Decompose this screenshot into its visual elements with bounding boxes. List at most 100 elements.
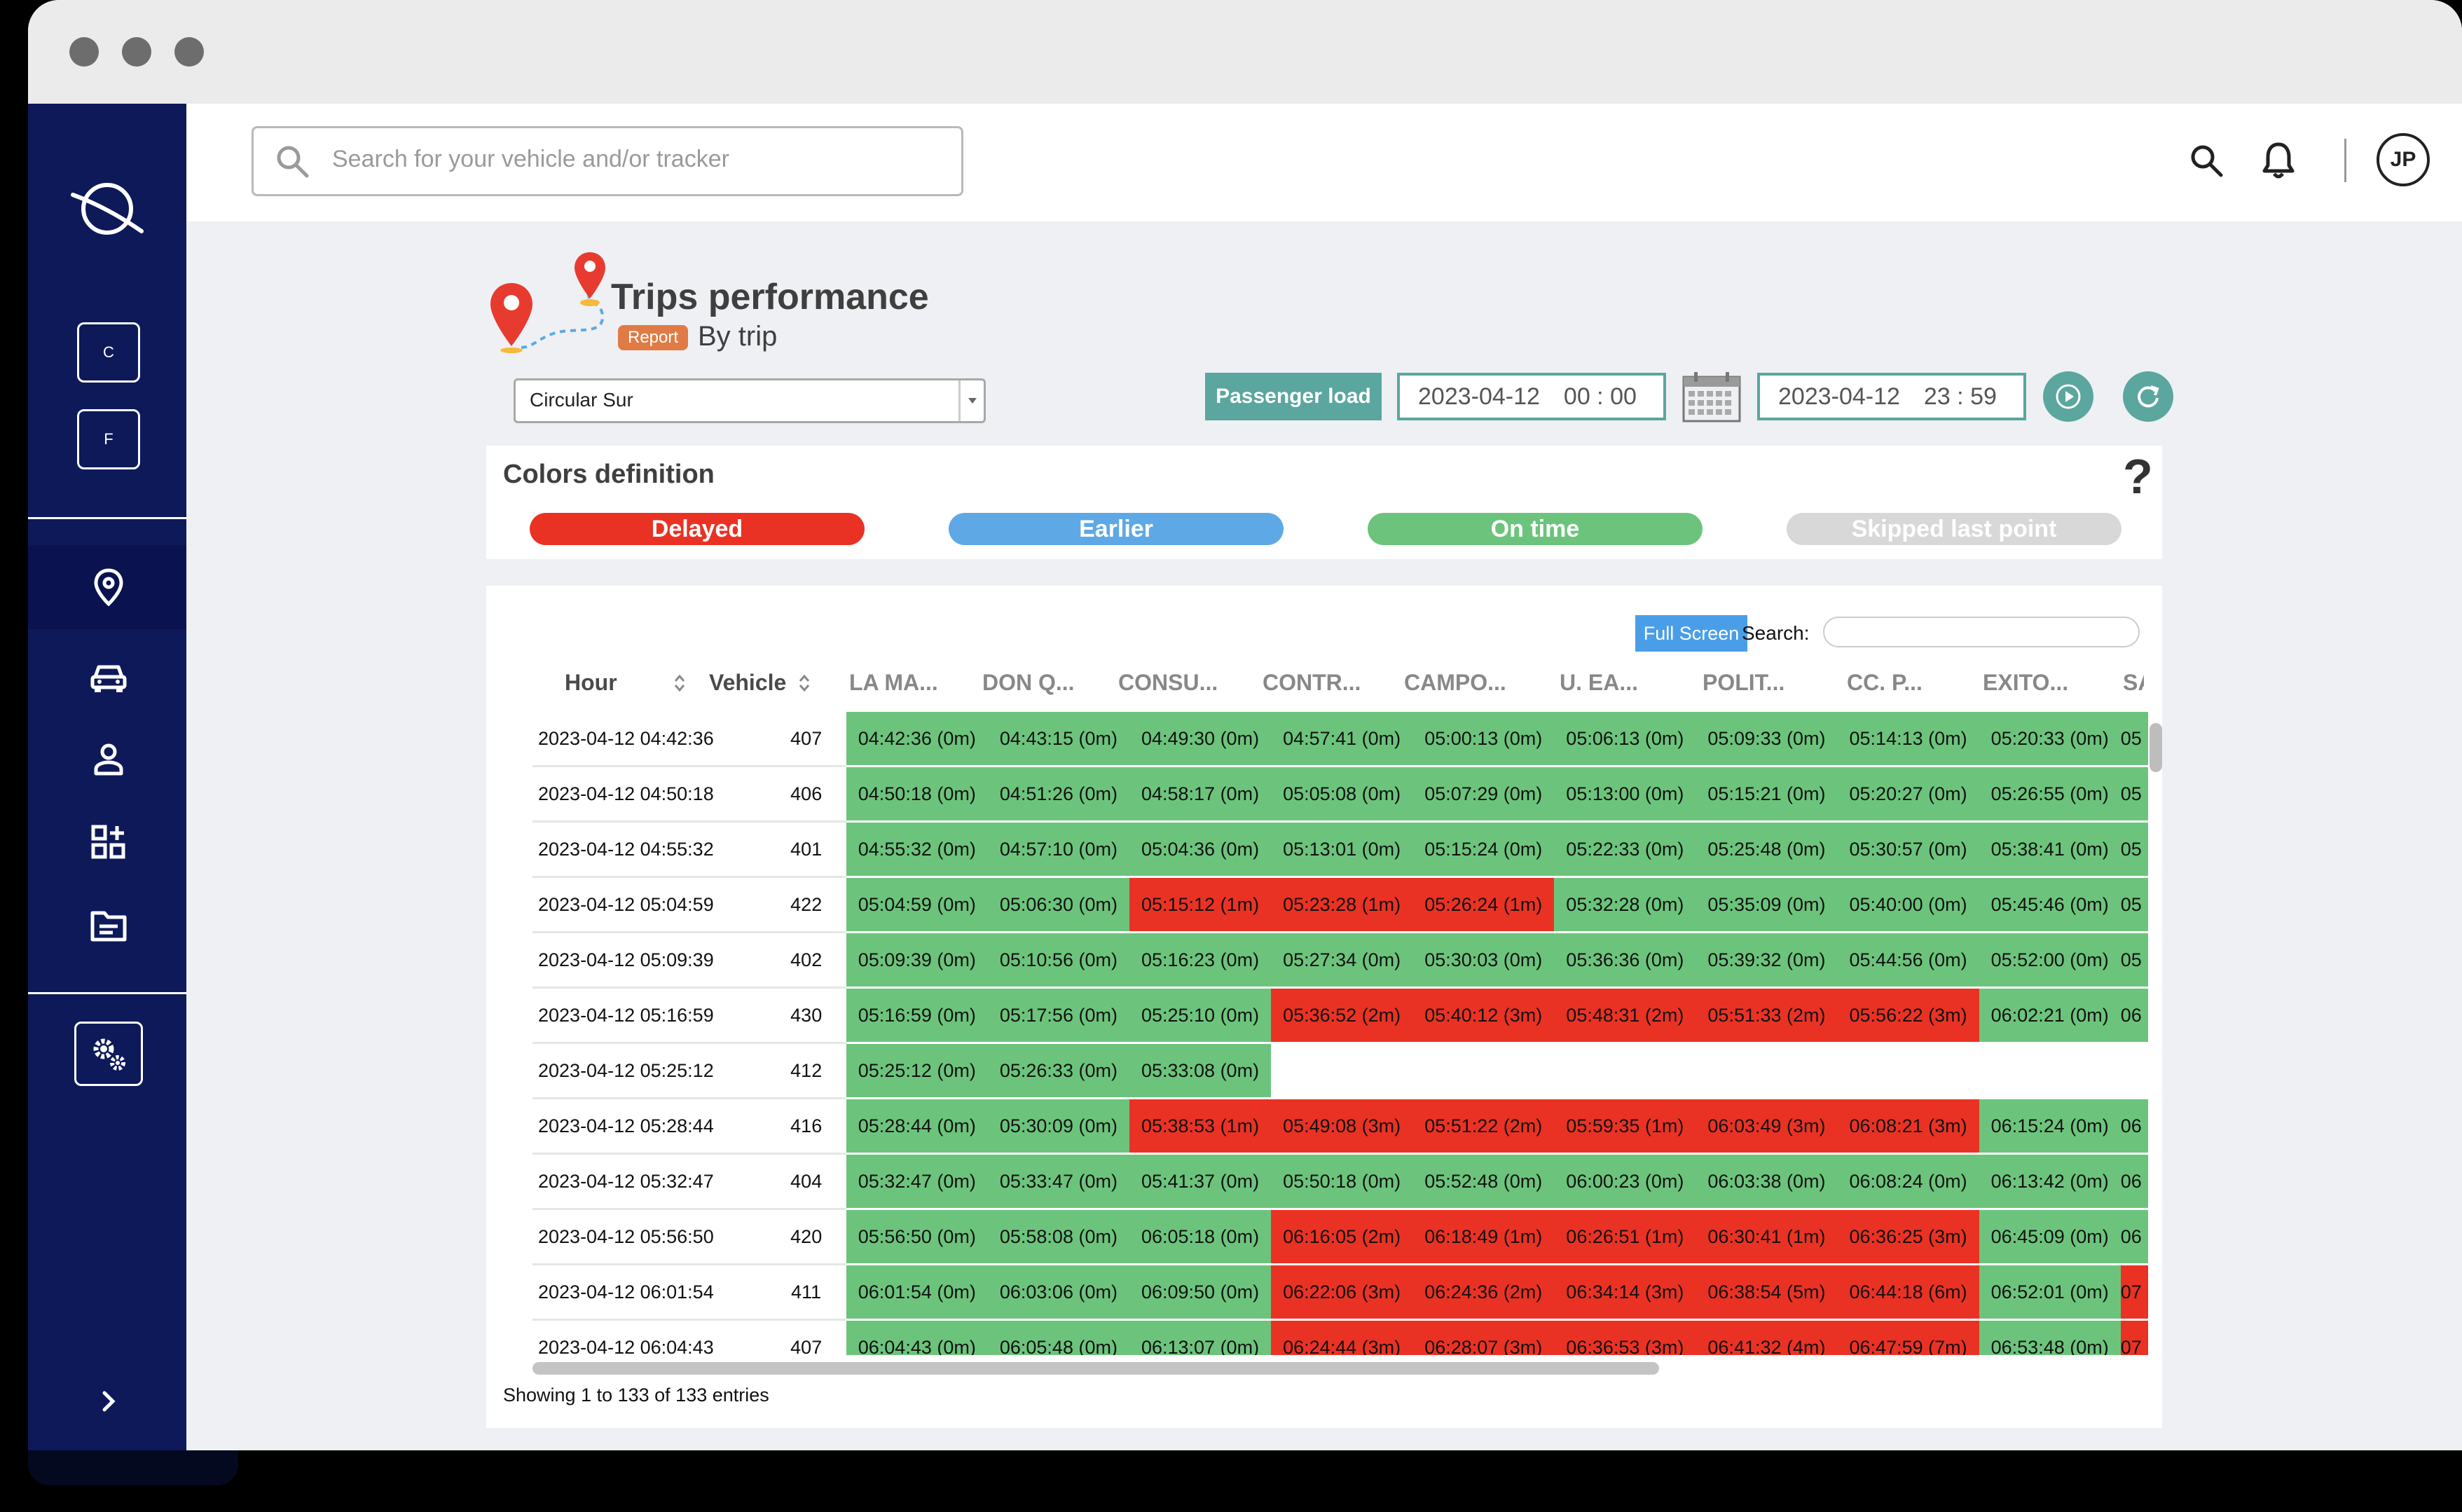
cell-stop-time: 05:17:56 (0m) (987, 987, 1129, 1044)
cell-stop-time: 05:09:39 (0m) (846, 932, 988, 989)
full-screen-button[interactable]: Full Screen (1635, 615, 1747, 652)
cell-stop-time: 05:00:13 (0m) (1412, 712, 1555, 767)
cell-stop-time: 05:51:33 (2m) (1696, 987, 1838, 1044)
cell-stop-time: 06:08:21 (3m) (1837, 1098, 1979, 1155)
help-icon[interactable]: ? (2123, 449, 2153, 504)
cell-stop-time: 06 (2120, 1098, 2148, 1155)
date-to-input[interactable]: 2023-04-12 23 : 59 (1757, 373, 2026, 420)
trips-table-viewport: 2023-04-12 04:42:36 407 04:42:36 (0m) 04:43… (532, 712, 2148, 1355)
date-from-input[interactable]: 2023-04-12 00 : 00 (1397, 373, 1666, 420)
cell-stop-time: 05:25:12 (0m) (846, 1043, 988, 1099)
planet-logo-icon[interactable] (69, 167, 146, 244)
column-header-vehicle[interactable]: Vehicle (709, 670, 787, 695)
column-header-stop-7[interactable]: POLIT... (1703, 670, 1785, 695)
column-header-stop-1[interactable]: LA MA... (849, 670, 938, 695)
cell-hour: 2023-04-12 05:25:12 (532, 1043, 766, 1099)
cell-stop-time: 06:38:54 (5m) (1696, 1264, 1838, 1321)
cell-stop-time: 06:30:41 (1m) (1696, 1209, 1838, 1265)
select-divider (958, 380, 961, 421)
column-header-stop-4[interactable]: CONTR... (1263, 670, 1361, 695)
vertical-scrollbar[interactable] (2150, 723, 2162, 772)
cell-stop-time: 06:13:07 (0m) (1129, 1319, 1272, 1355)
cell-hour: 2023-04-12 05:28:44 (532, 1098, 766, 1155)
cell-stop-time: 05:39:32 (0m) (1696, 932, 1838, 989)
cell-stop-time: 06:04:43 (0m) (846, 1319, 988, 1355)
calendar-icon[interactable] (1682, 370, 1742, 423)
column-header-stop-9[interactable]: EXITO... (1983, 670, 2069, 695)
topbar-divider (2344, 139, 2346, 182)
horizontal-scrollbar[interactable] (532, 1362, 1659, 1375)
column-header-hour[interactable]: Hour (565, 670, 617, 695)
cell-stop-time: 05:40:12 (3m) (1412, 987, 1555, 1044)
cell-stop-time: 06:03:49 (3m) (1696, 1098, 1838, 1155)
sidebar-button-c[interactable]: C (77, 322, 140, 383)
cell-hour: 2023-04-12 06:04:43 (532, 1319, 766, 1355)
cell-vehicle: 401 (766, 821, 846, 878)
search-icon (277, 146, 309, 178)
cell-stop-time: 05:50:18 (0m) (1271, 1153, 1413, 1210)
cell-stop-time: 06:26:51 (1m) (1554, 1209, 1696, 1265)
sort-icon[interactable] (673, 673, 687, 694)
window-close-button[interactable] (69, 37, 99, 67)
table-search-input[interactable] (1823, 617, 2140, 647)
cell-stop-time: 05:36:52 (2m) (1271, 987, 1413, 1044)
table-row: 2023-04-12 06:04:43 407 06:04:43 (0m) 06:05… (532, 1319, 2148, 1355)
cell-stop-time: 06:34:14 (3m) (1554, 1264, 1696, 1321)
report-badge: Report (618, 325, 689, 350)
cell-vehicle: 420 (766, 1209, 846, 1265)
cell-stop-time: 06:52:01 (0m) (1979, 1264, 2121, 1321)
cell-stop-time: 06 (2120, 1153, 2148, 1210)
sidebar-item-map[interactable] (28, 545, 186, 629)
search-icon[interactable] (2189, 143, 2225, 179)
cell-vehicle: 407 (766, 712, 846, 767)
expand-sidebar-chevron-icon[interactable] (95, 1387, 123, 1415)
vehicle-search-input[interactable] (331, 145, 936, 174)
refresh-button[interactable] (2123, 371, 2173, 422)
cell-stop-time: 05:41:37 (0m) (1129, 1153, 1272, 1210)
cell-stop-time: 05:20:27 (0m) (1837, 766, 1979, 823)
sidebar-button-f[interactable]: F (77, 409, 140, 469)
column-header-stop-5[interactable]: CAMPO... (1404, 670, 1506, 695)
column-header-stop-6[interactable]: U. EA... (1560, 670, 1639, 695)
cell-stop-time: 06:05:48 (0m) (987, 1319, 1129, 1355)
bell-icon[interactable] (2261, 140, 2296, 181)
table-row: 2023-04-12 06:01:54 411 06:01:54 (0m) 06:03… (532, 1264, 2148, 1321)
cell-stop-time: 06:15:24 (0m) (1979, 1098, 2121, 1155)
cell-stop-time: 05:45:46 (0m) (1979, 877, 2121, 933)
colors-definition-title: Colors definition (503, 460, 715, 489)
cell-hour: 2023-04-12 05:04:59 (532, 877, 766, 933)
cell-stop-time: 05:49:08 (3m) (1271, 1098, 1413, 1155)
settings-gears-button[interactable] (74, 1022, 143, 1086)
table-row: 2023-04-12 04:50:18 406 04:50:18 (0m) 04:51… (532, 766, 2148, 823)
cell-stop-time: 06 (2120, 1209, 2148, 1265)
cell-stop-time: 05:40:00 (0m) (1837, 877, 1979, 933)
cell-stop-time: 05:30:03 (0m) (1412, 932, 1555, 989)
cell-stop-time: 05:06:13 (0m) (1554, 712, 1696, 767)
car-icon[interactable] (88, 657, 130, 699)
column-header-stop-2[interactable]: DON Q... (982, 670, 1075, 695)
column-header-stop-3[interactable]: CONSU... (1118, 670, 1218, 695)
user-avatar[interactable]: JP (2377, 133, 2430, 186)
document-icon[interactable] (88, 905, 130, 947)
person-icon[interactable] (88, 738, 130, 781)
passenger-load-button[interactable]: Passenger load (1205, 373, 1382, 420)
cell-stop-time: 05:15:21 (0m) (1696, 766, 1838, 823)
cell-stop-time: 05:05:08 (0m) (1271, 766, 1413, 823)
cell-stop-time: 05 (2120, 877, 2148, 933)
window-minimize-button[interactable] (122, 37, 151, 67)
add-widget-icon[interactable] (88, 821, 130, 863)
cell-hour: 2023-04-12 04:42:36 (532, 712, 766, 767)
cell-vehicle: 402 (766, 932, 846, 989)
date-to-time: 23 : 59 (1923, 383, 1997, 410)
cell-stop-time: 06:53:48 (0m) (1979, 1319, 2121, 1355)
window-maximize-button[interactable] (174, 37, 204, 67)
cell-stop-time: 05 (2120, 766, 2148, 823)
location-pin-icon (88, 566, 130, 608)
column-header-stop-10[interactable]: SA (2123, 670, 2144, 695)
column-header-stop-8[interactable]: CC. P... (1847, 670, 1923, 695)
cell-stop-time (1271, 1043, 1413, 1099)
play-button[interactable] (2043, 371, 2093, 422)
sort-icon[interactable] (797, 673, 811, 694)
route-select[interactable]: Circular Sur (514, 378, 986, 423)
cell-stop-time: 04:51:26 (0m) (987, 766, 1129, 823)
